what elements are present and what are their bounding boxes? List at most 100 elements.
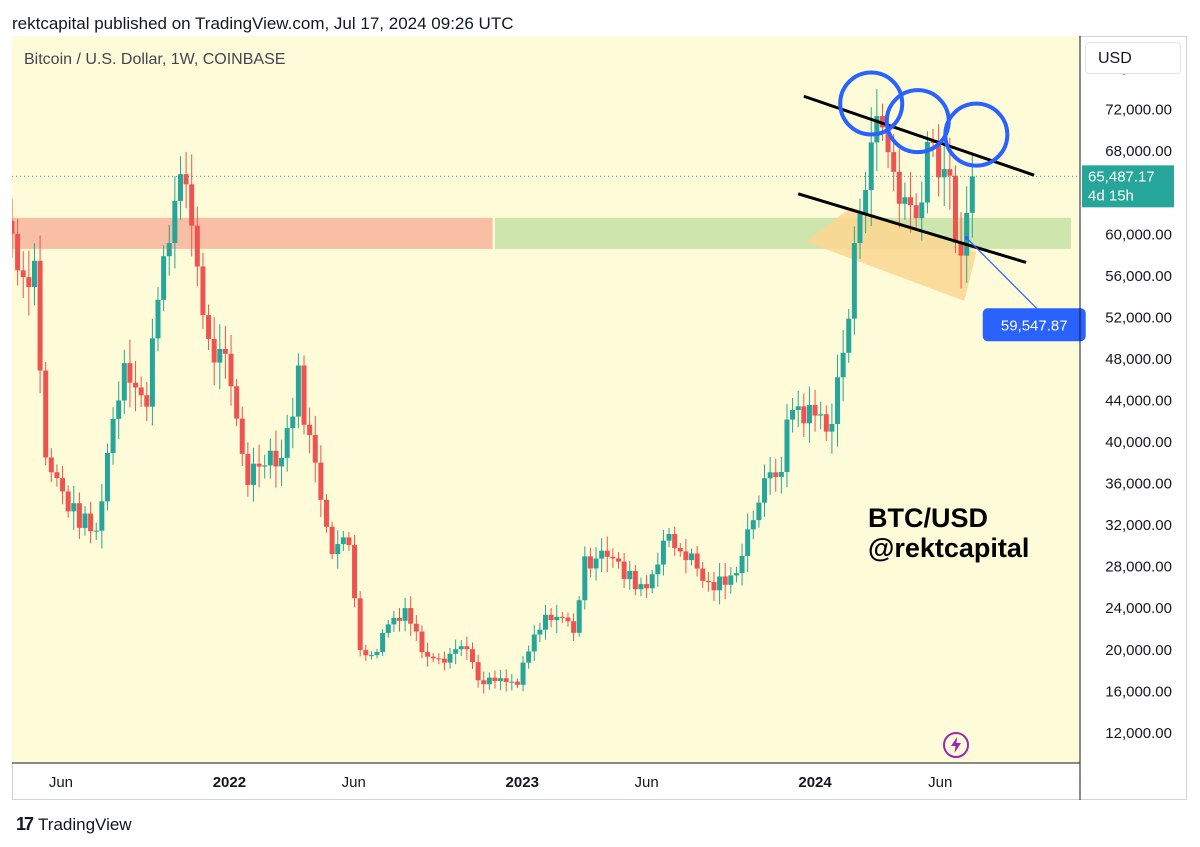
candle: [104, 443, 110, 511]
candle-body: [565, 617, 571, 622]
candle-body: [503, 678, 509, 682]
candle-body: [335, 544, 341, 555]
candle-body: [913, 205, 919, 219]
candle: [582, 546, 588, 610]
candle: [110, 407, 116, 465]
candle: [840, 330, 846, 402]
candle: [447, 648, 453, 669]
candle-body: [396, 617, 402, 621]
candle: [43, 362, 49, 466]
candle-body: [413, 623, 419, 632]
candle: [543, 605, 548, 640]
x-tick-label: 2022: [213, 774, 246, 791]
candle-body: [762, 478, 768, 503]
candle-body: [31, 260, 37, 287]
candle-body: [99, 501, 105, 531]
candle: [683, 539, 689, 574]
y-tick-label: 68,000.00: [1105, 143, 1172, 160]
candle-body: [952, 175, 958, 243]
candle-body: [537, 629, 543, 635]
current-price-tag: [1082, 165, 1174, 208]
candle-body: [453, 649, 459, 654]
candle: [464, 636, 470, 660]
candle-body: [604, 550, 610, 557]
candle: [537, 622, 543, 643]
candle-body: [582, 556, 588, 601]
candle: [795, 390, 801, 428]
candle-body: [318, 462, 324, 500]
candle-body: [649, 574, 655, 589]
y-tick-label: 36,000.00: [1105, 476, 1172, 493]
candle-body: [54, 472, 60, 479]
candle: [374, 648, 380, 659]
candle: [239, 406, 245, 467]
candle-body: [340, 537, 346, 545]
candle-body: [756, 502, 762, 521]
watermark-handle: @rektcapital: [868, 533, 1030, 563]
x-tick-label: Jun: [634, 774, 658, 791]
published-by-line: rektcapital published on TradingView.com…: [12, 14, 514, 33]
flash-icon[interactable]: [942, 731, 970, 759]
price-chart[interactable]: 59,547.8776,000.0072,000.0068,000.0060,0…: [12, 36, 1187, 800]
candle: [503, 669, 509, 692]
candle-body: [391, 617, 397, 625]
candle-body: [385, 624, 391, 633]
candle-body: [346, 537, 352, 546]
candle: [172, 176, 178, 269]
green-zone: [494, 217, 1071, 249]
candle: [234, 378, 240, 427]
candle-body: [818, 414, 824, 416]
candle-body: [307, 424, 313, 436]
candle: [329, 521, 335, 560]
candle: [71, 485, 77, 530]
candle: [773, 458, 779, 492]
candle: [941, 142, 947, 207]
candle-body: [20, 270, 26, 278]
candle: [441, 651, 447, 671]
candle: [790, 398, 796, 433]
candle-body: [279, 457, 285, 467]
candle-body: [127, 363, 133, 383]
candle-body: [447, 653, 453, 663]
candle: [835, 354, 841, 447]
candle: [88, 501, 94, 544]
x-tick-label: Jun: [342, 774, 366, 791]
candle: [756, 495, 762, 528]
candle-body: [200, 266, 206, 316]
candle: [660, 529, 666, 576]
candle-body: [616, 558, 622, 562]
candle: [599, 538, 605, 572]
y-tick-label: 32,000.00: [1105, 517, 1172, 534]
candle-body: [543, 614, 548, 630]
candle: [127, 339, 133, 408]
candle: [323, 494, 329, 533]
candle: [554, 604, 560, 633]
candle-body: [469, 649, 475, 663]
candle: [469, 642, 475, 670]
candle-body: [655, 564, 661, 575]
candle: [346, 532, 352, 551]
candle: [65, 485, 71, 518]
callout-label: 59,547.87: [1001, 317, 1068, 334]
candle: [15, 219, 21, 286]
candle-body: [60, 478, 66, 492]
callout-anchor: [964, 236, 969, 241]
candle-body: [110, 418, 116, 453]
author-watermark: BTC/USD @rektcapital: [868, 503, 1029, 563]
candle-body: [48, 457, 54, 473]
candle: [745, 513, 751, 573]
tradingview-brand[interactable]: 17 TradingView: [16, 814, 132, 835]
candle: [778, 456, 784, 494]
candle: [593, 547, 599, 581]
candle-body: [509, 681, 515, 683]
y-tick-label: 28,000.00: [1105, 559, 1172, 576]
candle-body: [559, 616, 565, 618]
plot-background: [12, 36, 1079, 763]
currency-button[interactable]: USD: [1085, 42, 1181, 74]
candle: [256, 444, 262, 488]
candle: [964, 186, 970, 283]
candle-body: [206, 315, 212, 339]
candle-body: [37, 260, 43, 371]
candle: [694, 545, 700, 577]
candle-body: [155, 299, 161, 339]
